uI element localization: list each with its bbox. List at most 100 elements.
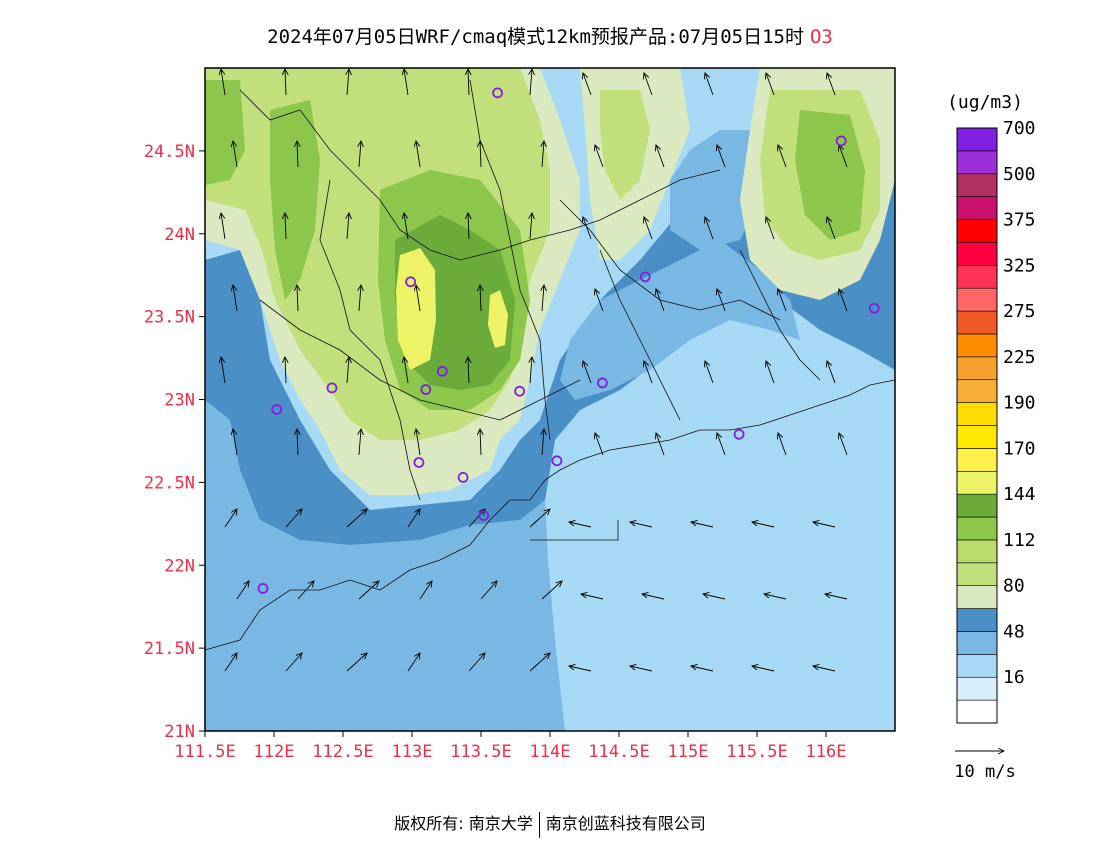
wind-arrow bbox=[569, 666, 592, 672]
wind-arrow bbox=[285, 357, 286, 384]
pollutant-label: O3 bbox=[809, 26, 833, 48]
lat-tick-label: 24N bbox=[164, 225, 195, 245]
lon-tick-label: 112.5E bbox=[312, 742, 373, 762]
lat-tick-label: 21.5N bbox=[144, 639, 195, 659]
wind-arrow bbox=[297, 581, 314, 600]
boundary-6 bbox=[739, 249, 821, 381]
wind-arrow bbox=[480, 581, 497, 600]
field-128-nw bbox=[205, 80, 245, 185]
station-marker bbox=[405, 276, 417, 288]
wind-arrow bbox=[752, 522, 775, 528]
legend-swatch bbox=[956, 402, 998, 426]
wind-arrow bbox=[480, 285, 481, 312]
legend-label: 325 bbox=[1003, 255, 1036, 276]
wind-arrow bbox=[656, 433, 665, 456]
wind-arrow bbox=[359, 429, 361, 456]
legend-label: 190 bbox=[1003, 393, 1036, 414]
station-marker bbox=[436, 365, 448, 377]
station-marker bbox=[478, 510, 490, 521]
legend-swatch bbox=[956, 310, 998, 335]
wind-arrow bbox=[542, 285, 544, 312]
wind-arrow bbox=[691, 522, 714, 528]
wind-arrow bbox=[705, 361, 714, 384]
wind-arrow bbox=[764, 594, 787, 600]
wind-arrow bbox=[581, 594, 604, 600]
wind-arrow bbox=[285, 653, 302, 672]
wind-arrow bbox=[233, 429, 238, 456]
wind-arrow bbox=[404, 357, 409, 384]
wind-arrow bbox=[347, 357, 349, 384]
legend-label: 112 bbox=[1003, 530, 1036, 551]
station-marker bbox=[271, 404, 283, 415]
lon-tick-label: 115E bbox=[668, 742, 709, 762]
wind-arrow bbox=[630, 666, 653, 672]
wind-vectors bbox=[221, 69, 848, 672]
title-text: 2024年07月05日WRF/cmaq模式12km预报产品:07月05日15时 bbox=[267, 26, 804, 48]
legend-label: 275 bbox=[1003, 301, 1036, 322]
legend-swatch bbox=[956, 287, 998, 312]
wind-arrow bbox=[778, 145, 787, 168]
wind-arrow bbox=[705, 73, 714, 96]
wind-arrow bbox=[468, 653, 485, 672]
station-marker bbox=[492, 87, 503, 99]
station-marker bbox=[326, 382, 338, 394]
wind-arrow bbox=[766, 73, 775, 96]
wind-arrow bbox=[297, 429, 298, 456]
station-marker bbox=[639, 271, 651, 283]
boundary-4 bbox=[469, 79, 551, 441]
boundary-3 bbox=[319, 179, 421, 501]
field-96-mid bbox=[600, 90, 650, 200]
wind-arrow bbox=[480, 429, 481, 456]
field-170-b bbox=[488, 290, 508, 348]
wind-arrow bbox=[827, 361, 836, 384]
legend-label: 144 bbox=[1003, 484, 1036, 505]
lon-tick-label: 115.5E bbox=[726, 742, 787, 762]
wind-arrow bbox=[839, 289, 848, 312]
wind-arrow bbox=[468, 69, 469, 96]
legend: (ug/m3) 16 48 80 112 144 170 190 225 275 325 375 50… bbox=[947, 92, 1035, 782]
lon-tick-label: 114E bbox=[530, 742, 571, 762]
wind-arrow bbox=[583, 361, 592, 384]
wind-arrow bbox=[359, 285, 361, 312]
wind-arrow bbox=[583, 73, 592, 96]
legend-label: 80 bbox=[1003, 576, 1025, 597]
wind-arrow bbox=[717, 145, 726, 168]
legend-swatch bbox=[956, 699, 998, 724]
legend-swatch bbox=[956, 493, 998, 518]
wind-arrow bbox=[468, 213, 469, 240]
legend-label: 16 bbox=[1003, 667, 1025, 688]
wind-arrow bbox=[416, 429, 421, 456]
wind-arrow bbox=[346, 509, 367, 528]
wind-arrow bbox=[766, 217, 775, 240]
footer-separator bbox=[538, 811, 540, 838]
legend-swatch bbox=[956, 356, 998, 381]
wind-arrow bbox=[416, 285, 421, 312]
wind-arrow bbox=[407, 653, 420, 672]
wind-arrow bbox=[656, 145, 665, 168]
legend-swatch bbox=[956, 448, 998, 472]
wind-arrow bbox=[297, 285, 298, 312]
wind-arrow bbox=[827, 217, 836, 240]
station-marker bbox=[413, 457, 425, 468]
wind-arrow bbox=[825, 594, 848, 600]
wind-arrow bbox=[569, 522, 592, 528]
wind-arrow bbox=[542, 141, 544, 168]
station-marker bbox=[514, 385, 526, 397]
legend-swatch bbox=[956, 676, 998, 701]
station-marker bbox=[733, 428, 745, 440]
lon-tick-label: 113.5E bbox=[450, 742, 511, 762]
station-marker bbox=[257, 583, 269, 594]
legend-swatch bbox=[956, 333, 998, 358]
wind-arrow bbox=[404, 213, 409, 240]
wind-arrow bbox=[642, 594, 665, 600]
wind-arrow bbox=[541, 581, 562, 600]
wind-arrow bbox=[224, 653, 237, 672]
legend-swatch bbox=[956, 173, 998, 197]
legend-frame bbox=[956, 127, 998, 724]
wind-scale: 10 m/s bbox=[954, 751, 1016, 782]
station-marker bbox=[457, 472, 469, 483]
wind-arrow bbox=[407, 509, 420, 528]
wind-arrow bbox=[778, 289, 787, 312]
concentration-field bbox=[205, 68, 895, 731]
wind-arrow bbox=[221, 69, 226, 96]
